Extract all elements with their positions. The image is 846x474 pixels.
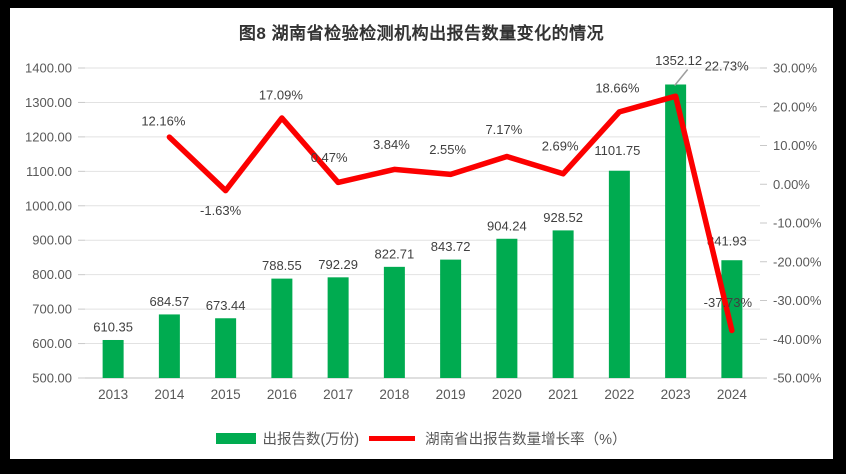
left-axis-tick-label: 800.00 (32, 267, 72, 282)
x-axis-label-2014: 2014 (154, 387, 185, 402)
line-label-2014: 12.16% (141, 114, 186, 129)
bar-label-2019: 843.72 (431, 239, 471, 254)
right-axis-tick-label: 20.00% (773, 99, 818, 114)
right-axis-tick-label: -50.00% (773, 371, 822, 386)
bar-label-2013: 610.35 (93, 319, 133, 334)
left-axis-tick-label: 500.00 (32, 371, 72, 386)
bar-label-2024: 841.93 (707, 234, 747, 249)
x-axis-label-2017: 2017 (323, 387, 353, 402)
bar-2015 (215, 318, 237, 378)
combo-chart-plot: 1400.00 1300.00 1200.00 1100.00 1000.00 900.0… (25, 53, 822, 402)
chart-title: 图8 湖南省检验检测机构出报告数量变化的情况 (238, 24, 605, 43)
line-label-2020: 7.17% (485, 122, 522, 137)
left-axis-tick-label: 1200.00 (25, 129, 72, 144)
right-axis-tick-label: 10.00% (773, 138, 818, 153)
chart-legend: 出报告数(万份) 湖南省出报告数量增长率（%） (10, 426, 833, 450)
bar-label-2020: 904.24 (487, 218, 527, 233)
bar-label-2023: 1352.12 (655, 53, 702, 68)
line-label-2015: -1.63% (200, 203, 242, 218)
bar-2018 (383, 266, 405, 378)
line-series-swatch-icon (369, 435, 416, 441)
bar-2022 (608, 170, 630, 378)
left-axis-tick-label: 600.00 (32, 336, 72, 351)
x-axis-label-2013: 2013 (98, 387, 128, 402)
legend-item-bar-series: 出报告数(万份) (216, 428, 359, 449)
left-axis-tick-label: 900.00 (32, 233, 72, 248)
line-label-2024: -37.73% (704, 295, 753, 310)
bar-label-2017: 792.29 (318, 257, 358, 272)
growth-rate-line (166, 93, 735, 334)
line-label-2018: 3.84% (373, 137, 410, 152)
legend-line-label: 湖南省出报告数量增长率（%） (425, 431, 627, 448)
chart-canvas: 图8 湖南省检验检测机构出报告数量变化的情况 1400.00 1300.00 120… (10, 8, 833, 459)
right-axis-tick-label: -10.00% (773, 216, 822, 231)
left-axis-tick-label: 1300.00 (25, 95, 72, 110)
left-axis-tick-label: 700.00 (32, 302, 72, 317)
left-axis-tick-label: 1400.00 (25, 61, 72, 76)
bar-2023 (665, 84, 687, 378)
x-axis-label-2018: 2018 (379, 387, 409, 402)
left-axis-tick-label: 1000.00 (25, 198, 72, 213)
bar-2021 (552, 230, 574, 378)
line-label-2017: 0.47% (311, 150, 348, 165)
legend-bar-label: 出报告数(万份) (262, 431, 360, 448)
x-axis-label-2019: 2019 (436, 387, 466, 402)
bar-2020 (496, 238, 518, 378)
line-label-2021: 2.69% (542, 138, 579, 153)
right-axis-tick-label: 0.00% (773, 177, 810, 192)
right-axis-tick-label: -40.00% (773, 332, 822, 347)
bar-series-swatch-icon (216, 432, 257, 444)
right-axis-tick-label: -30.00% (773, 293, 822, 308)
left-axis-tick-label: 1100.00 (26, 164, 72, 179)
bar-label-2018: 822.71 (374, 246, 414, 261)
legend-item-line-series: 湖南省出报告数量增长率（%） (365, 428, 627, 449)
x-axis-label-2021: 2021 (548, 387, 578, 402)
bar-label-2014: 684.57 (149, 294, 189, 309)
bar-2013 (102, 339, 124, 378)
bar-2016 (271, 278, 293, 378)
right-axis-tick-label: -20.00% (773, 254, 822, 269)
bar-label-2021: 928.52 (543, 210, 583, 225)
right-axis-tick-label: 30.00% (773, 61, 818, 76)
x-axis-label-2020: 2020 (492, 387, 522, 402)
bar-2014 (158, 314, 180, 378)
line-label-2016: 17.09% (259, 88, 304, 103)
bar-label-2022: 1101.75 (594, 143, 640, 158)
x-axis-label-2023: 2023 (661, 387, 691, 402)
x-axis-label-2024: 2024 (717, 387, 748, 402)
bar-label-2015: 673.44 (206, 298, 246, 313)
bar-2017 (327, 277, 349, 378)
label-leader-line (674, 69, 689, 86)
x-axis-label-2015: 2015 (211, 387, 241, 402)
line-label-2022: 18.66% (595, 80, 640, 95)
bar-2019 (440, 259, 462, 378)
x-axis-label-2016: 2016 (267, 387, 297, 402)
line-label-2023: 22.73% (705, 59, 750, 74)
line-label-2019: 2.55% (429, 142, 466, 157)
x-axis-label-2022: 2022 (604, 387, 634, 402)
bar-label-2016: 788.55 (262, 258, 302, 273)
